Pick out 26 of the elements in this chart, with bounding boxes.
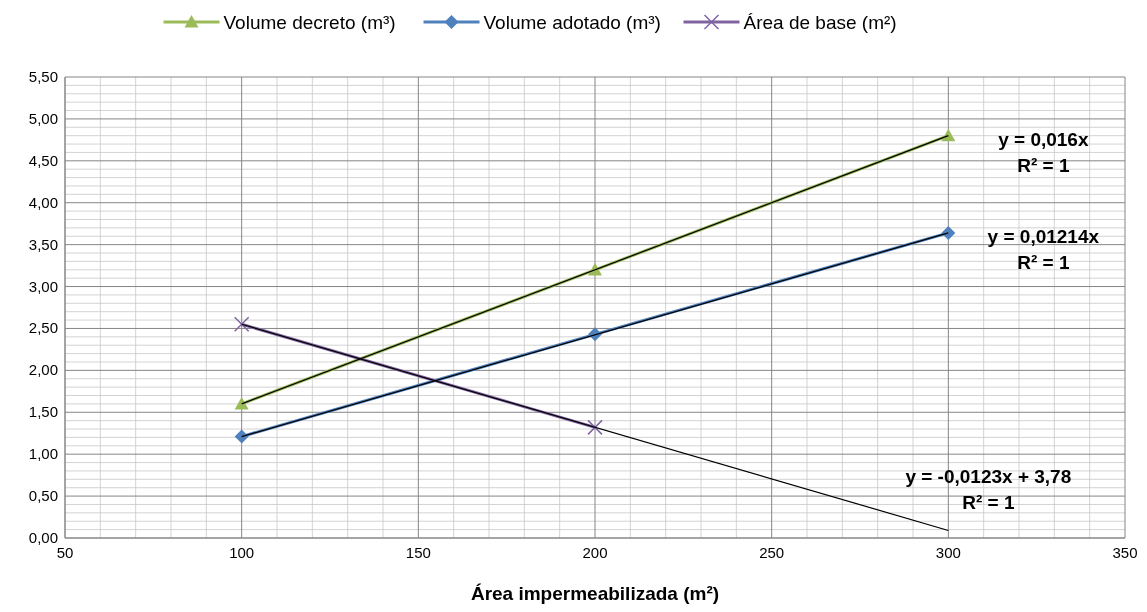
x-tick-label: 250 [759, 544, 785, 561]
annotation: y = -0,0123x + 3,78 R² = 1 [905, 466, 1072, 514]
y-tick-label: 3,50 [28, 235, 58, 253]
x-tick-label: 50 [56, 544, 74, 561]
annotation: y = 0,016x R² = 1 [998, 128, 1089, 176]
y-tick-label: 4,00 [28, 193, 58, 211]
y-tick-label: 1,00 [28, 445, 58, 463]
x-tick-label: 350 [1112, 544, 1138, 561]
x-tick-label: 150 [405, 544, 431, 561]
y-tick-label: 4,50 [28, 151, 58, 169]
y-tick-label: 1,50 [28, 403, 58, 421]
x-tick-label: 100 [229, 544, 255, 561]
y-tick-label: 0,00 [28, 529, 58, 546]
y-tick-label: 2,50 [28, 319, 58, 337]
y-tick-label: 0,50 [28, 487, 58, 505]
y-tick-label: 5,50 [28, 68, 58, 85]
y-tick-label: 5,00 [28, 109, 58, 127]
x-tick-label: 200 [582, 544, 608, 561]
legend-label: Volume decreto (m³) [223, 12, 396, 33]
y-tick-label: 3,00 [28, 277, 58, 295]
annotation: y = 0,01214x R² = 1 [987, 225, 1100, 273]
legend-label: Área de base (m²) [743, 12, 897, 33]
x-axis-title: Área impermeabilizada (m²) [470, 583, 720, 604]
legend-label: Volume adotado (m³) [483, 12, 661, 33]
x-tick-label: 300 [935, 544, 961, 561]
y-tick-label: 2,00 [28, 361, 58, 379]
